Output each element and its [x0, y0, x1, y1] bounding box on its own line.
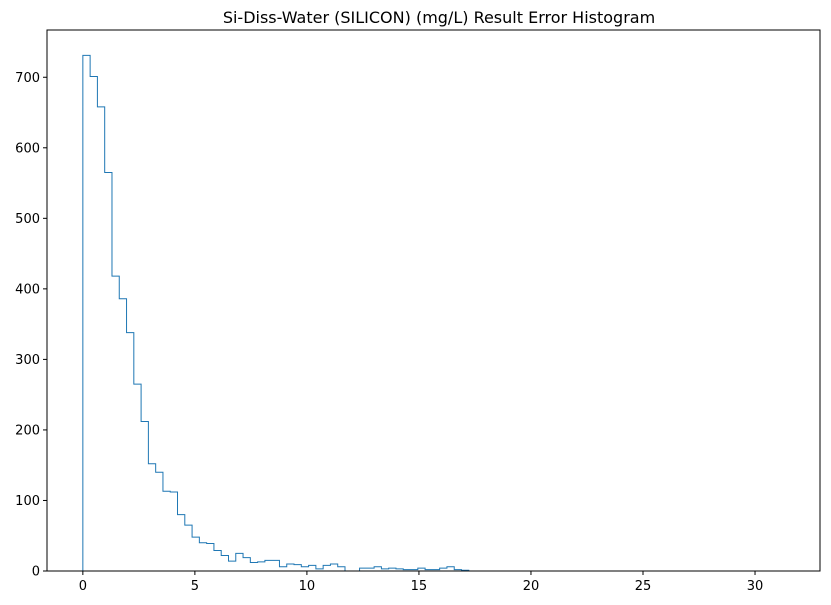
x-tick-label: 0: [79, 579, 87, 594]
y-tick-label: 200: [15, 423, 40, 438]
x-tick-label: 10: [299, 579, 316, 594]
x-tick-label: 5: [191, 579, 199, 594]
x-tick-label: 20: [523, 579, 540, 594]
plot-frame: [46, 29, 821, 572]
y-axis: 0 100 200 300 400 500 600 700: [15, 71, 47, 580]
x-axis: 0 5 10 15 20 25 30: [79, 571, 764, 594]
y-tick-label: 400: [15, 282, 40, 297]
y-tick-label: 300: [15, 353, 40, 368]
x-tick-label: 30: [747, 579, 764, 594]
histogram-step-outline: [82, 54, 790, 572]
chart-title: Si-Diss-Water (SILICON) (mg/L) Result Er…: [223, 8, 655, 27]
plot-area: [82, 54, 790, 572]
x-tick-label: 15: [411, 579, 428, 594]
x-tick-label: 25: [635, 579, 652, 594]
y-tick-label: 0: [32, 565, 40, 580]
y-tick-label: 100: [15, 494, 40, 509]
y-tick-label: 500: [15, 212, 40, 227]
y-tick-label: 700: [15, 71, 40, 86]
y-tick-label: 600: [15, 141, 40, 156]
